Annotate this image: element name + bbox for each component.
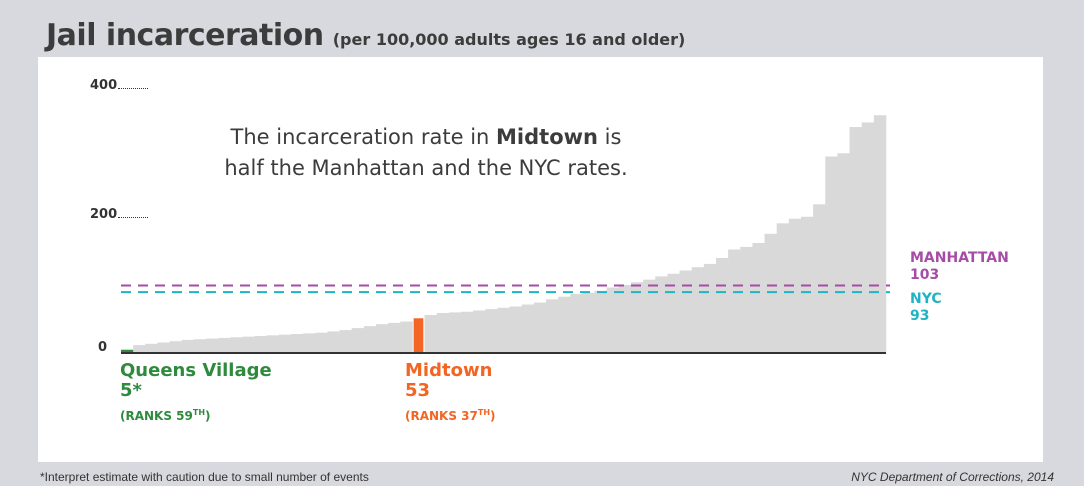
bar [424, 315, 438, 353]
bar [351, 328, 365, 353]
bar [703, 263, 717, 353]
bar-midtown [413, 318, 424, 353]
queens-village-name: Queens Village [120, 360, 272, 381]
bar [667, 273, 680, 353]
chart-annotation: The incarceration rate in Midtown is hal… [216, 122, 636, 184]
bar [448, 312, 462, 353]
chart-title: Jail incarceration [46, 18, 324, 53]
bar [813, 204, 826, 353]
y-tick-400: 400 [90, 78, 149, 93]
bar [521, 304, 535, 353]
y-tick-label: 200 [90, 207, 118, 222]
queens-village-value: 5* [120, 380, 142, 401]
bar [691, 267, 705, 353]
bar [181, 339, 195, 353]
chart-title-row: Jail incarceration (per 100,000 adults a… [46, 18, 685, 53]
bar [315, 332, 328, 353]
bar [485, 309, 498, 353]
bar [169, 341, 183, 353]
bar [546, 299, 559, 353]
queens-village-callout: Queens Village 5* (RANKS 59TH) [120, 361, 272, 426]
bar [400, 321, 413, 353]
midtown-name: Midtown [405, 360, 493, 381]
bar [679, 270, 693, 353]
bar [716, 258, 729, 353]
bar [206, 338, 219, 353]
bar [157, 342, 170, 353]
source-credit: NYC Department of Corrections, 2014 [851, 470, 1054, 484]
bar [788, 218, 802, 353]
bar [436, 313, 450, 353]
y-tick-label: 400 [90, 78, 118, 93]
bar [618, 284, 632, 353]
bar [776, 223, 790, 353]
manhattan-label-value: 103 [910, 267, 940, 283]
bar [752, 242, 765, 353]
bar [558, 296, 571, 353]
bar [570, 294, 583, 353]
bar [849, 127, 863, 354]
bar [254, 335, 268, 353]
y-tick-0: 0 [98, 340, 107, 355]
chart-panel: 400 200 0 The incarceration rate in Midt… [38, 57, 1043, 462]
bar [594, 290, 608, 353]
nyc-label-value: 93 [910, 308, 930, 324]
manhattan-label: MANHATTAN 103 [910, 250, 1009, 284]
bar [606, 287, 620, 353]
bar [631, 282, 644, 353]
footnote: *Interpret estimate with caution due to … [40, 470, 369, 484]
annotation-text-bold: Midtown [496, 125, 598, 149]
bar [291, 334, 304, 353]
nyc-label-name: NYC [910, 291, 942, 307]
bar [473, 310, 486, 353]
chart-svg [121, 115, 890, 354]
bar [728, 249, 741, 353]
manhattan-label-name: MANHATTAN [910, 250, 1009, 266]
chart-subtitle: (per 100,000 adults ages 16 and older) [332, 30, 686, 49]
annotation-text-post: is half the Manhattan and the NYC rates. [224, 125, 628, 180]
bar [461, 311, 474, 353]
midtown-callout: Midtown 53 (RANKS 37TH) [405, 361, 496, 426]
bar [643, 279, 656, 353]
midtown-rank: (RANKS 37TH) [405, 408, 496, 423]
bar [837, 153, 850, 353]
bar [582, 292, 595, 353]
bar [376, 324, 389, 353]
bar-queens-village [121, 349, 134, 353]
bar [339, 330, 353, 353]
bar [133, 345, 146, 353]
bar [740, 246, 753, 353]
y-tick-200: 200 [90, 207, 149, 222]
bar [533, 302, 547, 353]
bar [363, 326, 377, 353]
bar [327, 331, 340, 353]
bar [764, 233, 778, 353]
bar [873, 115, 887, 353]
bar [825, 156, 838, 353]
bar [242, 336, 255, 354]
bar [509, 306, 523, 353]
bar [230, 337, 243, 353]
bar [497, 307, 510, 353]
bar [388, 322, 401, 353]
queens-village-rank: (RANKS 59TH) [120, 408, 211, 423]
bar [655, 276, 668, 353]
bar [218, 337, 231, 353]
bar [861, 122, 875, 353]
bar [266, 335, 280, 353]
bar [193, 339, 207, 353]
bar [145, 343, 158, 353]
y-tick-label: 0 [98, 340, 108, 355]
midtown-value: 53 [405, 380, 431, 401]
bar [303, 333, 316, 353]
nyc-label: NYC 93 [910, 291, 942, 325]
annotation-text-pre: The incarceration rate in [230, 125, 497, 149]
bar [278, 334, 292, 353]
